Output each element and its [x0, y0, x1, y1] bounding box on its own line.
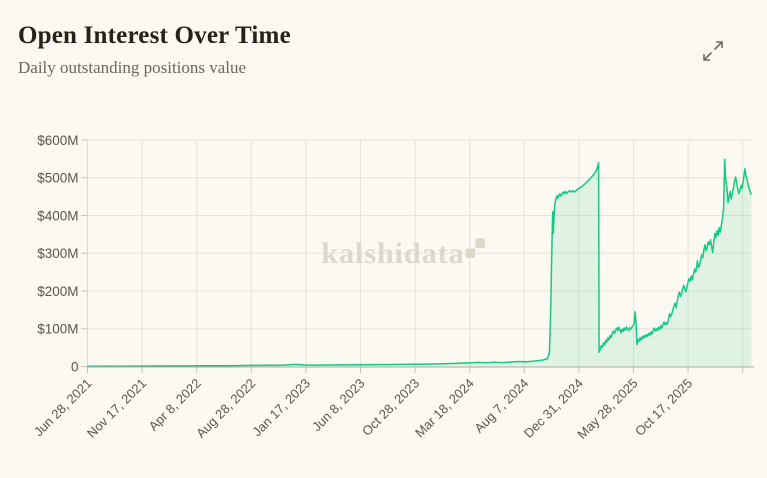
y-axis-label: $300M	[37, 246, 78, 261]
watermark: kalshidata	[321, 237, 485, 270]
x-axis-label: Oct 17, 2025	[632, 376, 695, 439]
y-axis-label: $200M	[37, 284, 78, 299]
x-axis-label: Aug 7, 2024	[471, 376, 531, 436]
page-subtitle: Daily outstanding positions value	[18, 58, 247, 77]
kalshi-step-logo-icon	[465, 238, 485, 258]
open-interest-line	[87, 158, 753, 368]
y-axis-label: $400M	[37, 208, 78, 223]
y-axis-label: $600M	[37, 133, 78, 148]
y-axis-label: $500M	[37, 171, 78, 186]
arrow-down-left	[703, 52, 712, 61]
y-axis-label: 0	[71, 359, 79, 374]
x-axis-label: Jan 17, 2023	[249, 376, 313, 440]
expand-diagonal-arrows-icon	[703, 41, 723, 61]
page-title: Open Interest Over Time	[18, 22, 291, 49]
y-axis-label: $100M	[37, 322, 78, 337]
arrow-up-right	[714, 41, 723, 50]
x-axis-label: Apr 8, 2022	[146, 376, 204, 434]
watermark-text: kalshidata	[321, 237, 464, 270]
x-axis-label: Jun 8, 2023	[309, 376, 368, 435]
x-axis-label: Mar 18, 2024	[412, 376, 477, 441]
open-interest-area	[87, 159, 752, 367]
expand-button[interactable]	[699, 37, 727, 65]
